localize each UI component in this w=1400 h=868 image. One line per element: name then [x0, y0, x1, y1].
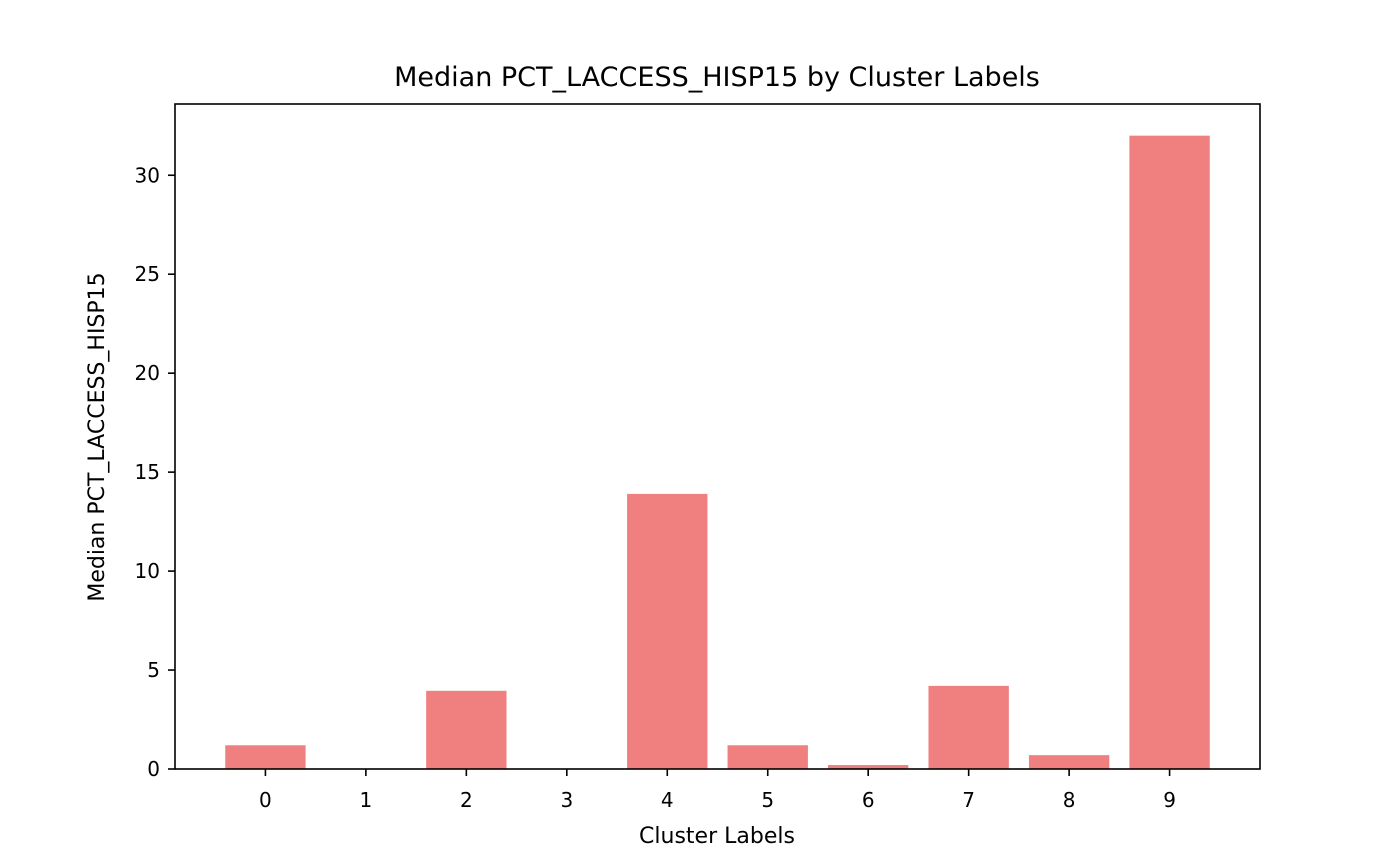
plot-area-frame: [174, 103, 1261, 770]
x-tick-label: 4: [661, 788, 674, 812]
y-axis-label: Median PCT_LACCESS_HISP15: [85, 272, 110, 601]
x-tick-label: 1: [360, 788, 373, 812]
bar-cluster-8: [1028, 755, 1110, 769]
x-tick-label: 2: [460, 788, 473, 812]
chart-title: Median PCT_LACCESS_HISP15 by Cluster Lab…: [394, 62, 1040, 93]
bar-cluster-4: [627, 493, 708, 769]
bar-cluster-5: [727, 745, 808, 769]
y-tick-label: 30: [135, 163, 160, 187]
x-axis-ticks: 0 1 2 3 4 5 6 7 8 9: [259, 769, 1176, 812]
y-tick-label: 25: [135, 262, 160, 286]
x-tick-label: 5: [761, 788, 774, 812]
x-tick-label: 7: [962, 788, 975, 812]
x-tick-label: 9: [1163, 788, 1176, 812]
y-tick-label: 10: [135, 559, 160, 583]
x-tick-label: 6: [862, 788, 875, 812]
bar-cluster-6: [828, 765, 909, 769]
y-tick-label: 20: [135, 361, 160, 385]
bar-cluster-2: [426, 690, 507, 769]
x-axis-label: Cluster Labels: [639, 824, 795, 849]
bar-cluster-7: [928, 685, 1009, 770]
x-tick-label: 3: [560, 788, 573, 812]
bar-cluster-0: [225, 745, 306, 769]
y-tick-label: 0: [147, 757, 160, 781]
y-tick-label: 5: [147, 658, 160, 682]
x-tick-label: 8: [1063, 788, 1076, 812]
x-tick-label: 0: [259, 788, 272, 812]
bar-cluster-9: [1129, 135, 1210, 770]
y-tick-label: 15: [135, 460, 160, 484]
y-axis-ticks: 0 5 10 15 20 25 30: [135, 163, 175, 781]
bars-group: [225, 135, 1210, 770]
